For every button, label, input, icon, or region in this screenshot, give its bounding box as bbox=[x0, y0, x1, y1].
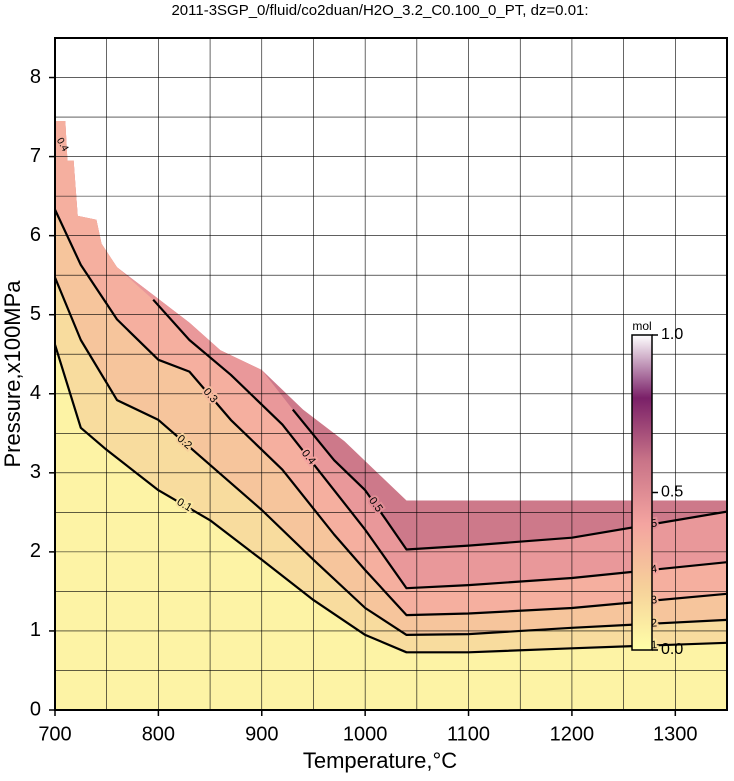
colorbar-tick-label: 0.0 bbox=[661, 641, 683, 658]
y-tick-label: 6 bbox=[30, 224, 41, 246]
contour-line bbox=[152, 298, 727, 590]
y-axis-label: Pressure,x100MPa bbox=[0, 280, 25, 468]
contour-line bbox=[55, 344, 727, 654]
x-tick-label: 1200 bbox=[550, 723, 595, 745]
colorbar-label: mol bbox=[632, 319, 651, 333]
contour-line bbox=[55, 209, 727, 617]
x-tick-label: 1300 bbox=[653, 723, 698, 745]
contour-band bbox=[55, 344, 727, 710]
x-tick-label: 1000 bbox=[343, 723, 388, 745]
x-tick-label: 800 bbox=[142, 723, 175, 745]
x-tick-label: 1100 bbox=[447, 723, 490, 745]
contour-line bbox=[291, 408, 727, 551]
y-tick-label: 5 bbox=[30, 303, 41, 325]
x-axis-label: Temperature,°C bbox=[303, 748, 457, 773]
y-tick-label: 0 bbox=[30, 698, 41, 720]
y-tick-label: 4 bbox=[30, 382, 41, 404]
y-tick-label: 7 bbox=[30, 145, 41, 167]
chart-title: 2011-3SGP_0/fluid/co2duan/H2O_3.2_C0.100… bbox=[171, 2, 588, 19]
contour-line bbox=[55, 277, 727, 637]
x-tick-label: 700 bbox=[38, 723, 71, 745]
colorbar-tick-label: 0.5 bbox=[661, 484, 683, 501]
plot-frame bbox=[54, 37, 728, 711]
colorbar bbox=[631, 334, 653, 651]
y-tick-label: 2 bbox=[30, 540, 41, 562]
y-tick-label: 3 bbox=[30, 461, 41, 483]
x-tick-label: 900 bbox=[245, 723, 278, 745]
y-tick-label: 8 bbox=[30, 66, 41, 88]
y-tick-label: 1 bbox=[30, 619, 41, 641]
colorbar-tick-label: 1.0 bbox=[661, 326, 683, 343]
fills bbox=[55, 121, 727, 710]
